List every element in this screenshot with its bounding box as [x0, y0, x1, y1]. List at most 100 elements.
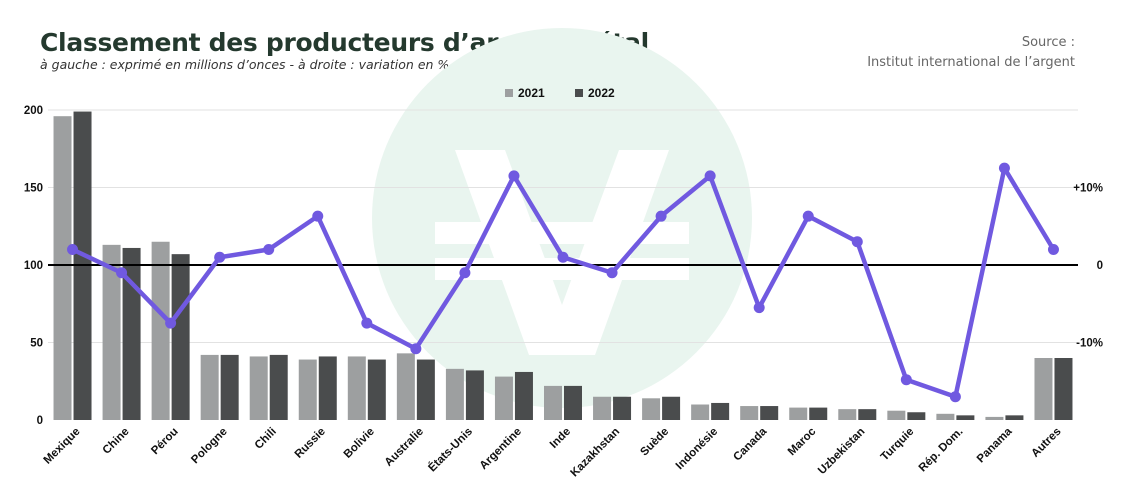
- bar-2022: [907, 412, 926, 420]
- variation-point: [900, 374, 912, 386]
- x-tick-label: Bolivie: [342, 426, 377, 461]
- legend-label-2022: 2022: [588, 86, 615, 100]
- x-tick-label: Australie: [383, 426, 426, 469]
- bar-2022: [171, 254, 190, 420]
- x-tick-label: Panama: [975, 425, 1015, 465]
- bar-2021: [544, 385, 562, 420]
- bar-2022: [564, 385, 582, 420]
- x-tick-label: Pologne: [189, 426, 230, 467]
- variation-point: [67, 244, 79, 255]
- bar-2022: [662, 396, 681, 420]
- x-tick-label: Uzbekistan: [816, 426, 867, 477]
- bar-2022: [514, 371, 533, 420]
- x-tick-label: Indonésie: [674, 426, 720, 472]
- x-tick-label: États-Unis: [426, 425, 475, 474]
- watermark-logo: [372, 28, 752, 408]
- bar-2021: [936, 413, 955, 420]
- bar-2021: [249, 356, 268, 420]
- bar-2022: [416, 359, 435, 420]
- variation-point: [606, 267, 618, 279]
- legend: 2021 2022: [505, 86, 615, 100]
- bar-2021: [347, 356, 366, 420]
- variation-point: [949, 391, 961, 403]
- bar-2021: [1034, 358, 1053, 420]
- x-tick-label: Turquie: [879, 426, 917, 464]
- bar-2022: [122, 247, 141, 420]
- bar-2021: [102, 244, 121, 420]
- bar-2021: [200, 354, 219, 420]
- variation-point: [165, 317, 177, 329]
- bar-2021: [642, 398, 661, 420]
- source-note: Source : Institut international de l’arg…: [867, 33, 1075, 73]
- bar-2022: [269, 354, 288, 420]
- bar-2022: [367, 359, 386, 420]
- variation-point: [998, 162, 1010, 174]
- variation-point: [312, 210, 324, 222]
- y-tick-label: 150: [24, 183, 43, 195]
- y-tick-label: 50: [30, 338, 43, 350]
- x-tick-label: Chine: [101, 426, 132, 457]
- bar-2022: [465, 370, 484, 420]
- y2-tick-label: -10%: [1076, 338, 1103, 350]
- watermark-bar-top: [435, 222, 689, 244]
- bar-2022: [1005, 415, 1024, 420]
- bar-2021: [691, 404, 710, 420]
- watermark-v-shape: [455, 150, 669, 355]
- variation-point: [655, 210, 667, 222]
- x-tick-label: Canada: [731, 425, 769, 463]
- legend-label-2021: 2021: [518, 86, 545, 100]
- bar-2022: [858, 409, 877, 420]
- legend-swatch-2021: [505, 89, 513, 97]
- bar-2021: [445, 368, 464, 420]
- x-tick-label: Rép. Dom.: [917, 426, 966, 475]
- bar-2022: [809, 407, 828, 420]
- bar-2021: [151, 241, 170, 420]
- variation-point: [214, 251, 226, 263]
- bar-2021: [593, 396, 612, 420]
- x-tick-label: Mexique: [42, 426, 83, 467]
- y-tick-label: 100: [24, 260, 43, 272]
- legend-swatch-2022: [575, 89, 583, 97]
- bar-2021: [494, 376, 513, 420]
- x-tick-label: Kazakhstan: [568, 426, 622, 480]
- x-tick-label: Suède: [638, 426, 671, 459]
- x-tick-label: Argentine: [478, 426, 524, 472]
- chart-subtitle: à gauche : exprimé en millions d’onces -…: [40, 57, 450, 72]
- bar-2021: [838, 409, 857, 420]
- bar-2021: [396, 353, 415, 420]
- bar-2022: [220, 354, 239, 420]
- bar-2022: [613, 396, 632, 420]
- bar-2021: [887, 410, 906, 420]
- variation-point: [361, 317, 373, 329]
- bar-2021: [298, 359, 317, 420]
- bar-2022: [711, 402, 730, 420]
- variation-point: [410, 343, 422, 355]
- x-tick-label: Pérou: [149, 426, 181, 458]
- source-label: Source :: [1021, 35, 1075, 50]
- variation-point: [116, 267, 128, 279]
- bar-2021: [985, 416, 1004, 420]
- bar-2021: [740, 406, 759, 420]
- y-tick-label: 200: [24, 105, 43, 117]
- variation-point: [802, 210, 814, 222]
- bar-2022: [956, 415, 975, 420]
- watermark-bar-bottom: [435, 258, 689, 280]
- x-tick-label: Chili: [253, 426, 279, 452]
- variation-point: [753, 302, 765, 314]
- variation-point: [1047, 244, 1059, 255]
- y2-tick-label: 0: [1097, 260, 1103, 272]
- source-name: Institut international de l’argent: [867, 55, 1075, 70]
- variation-point: [557, 251, 569, 263]
- x-tick-label: Inde: [548, 426, 573, 451]
- watermark-circle: [372, 28, 752, 408]
- variation-point: [459, 267, 471, 279]
- bar-2021: [789, 407, 808, 420]
- variation-point: [704, 170, 716, 182]
- bar-2022: [760, 406, 779, 420]
- x-tick-label: Russie: [293, 426, 328, 461]
- x-tick-label: Maroc: [786, 425, 819, 458]
- bar-2022: [318, 356, 337, 420]
- bar-2022: [1054, 358, 1073, 420]
- variation-point: [851, 236, 863, 248]
